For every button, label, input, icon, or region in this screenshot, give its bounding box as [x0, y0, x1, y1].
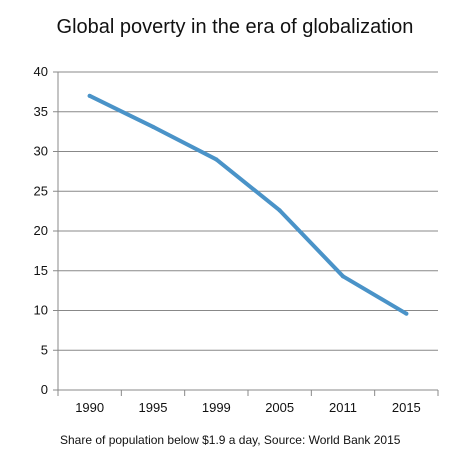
data-point-1995 — [151, 124, 155, 129]
x-tick-label: 2005 — [265, 400, 294, 415]
series-group — [87, 93, 409, 316]
y-tick-label: 30 — [34, 144, 48, 159]
x-tick-label: 2011 — [329, 400, 357, 415]
y-tick-label: 15 — [34, 263, 48, 278]
y-tick-label: 5 — [41, 342, 48, 357]
y-tick-label: 0 — [41, 382, 48, 397]
y-tick-label: 35 — [34, 104, 48, 119]
chart-source-note: Share of population below $1.9 a day, So… — [60, 433, 401, 447]
data-point-1999 — [214, 157, 219, 162]
series-line — [87, 93, 409, 316]
gridlines — [58, 71, 438, 351]
x-tick-label: 2015 — [392, 400, 421, 415]
data-point-2015 — [404, 311, 409, 316]
x-tick-label: 1999 — [202, 400, 231, 415]
data-point-2011 — [341, 274, 345, 279]
x-tick-label: 1990 — [75, 400, 104, 415]
y-tick-label: 40 — [34, 64, 48, 79]
data-point-2005 — [277, 208, 282, 213]
y-tick-label: 25 — [34, 183, 48, 198]
x-tick-label: 1995 — [139, 400, 168, 415]
y-tick-label: 20 — [34, 223, 48, 238]
data-point-1990 — [87, 93, 92, 98]
chart-title: Global poverty in the era of globalizati… — [56, 16, 414, 38]
y-tick-labels: 0 5 10 15 20 25 30 35 40 — [34, 64, 48, 397]
x-tick-labels: 1990 1995 1999 2005 2011 2015 — [75, 400, 421, 415]
y-tick-label: 10 — [34, 303, 48, 318]
axes — [53, 71, 439, 396]
